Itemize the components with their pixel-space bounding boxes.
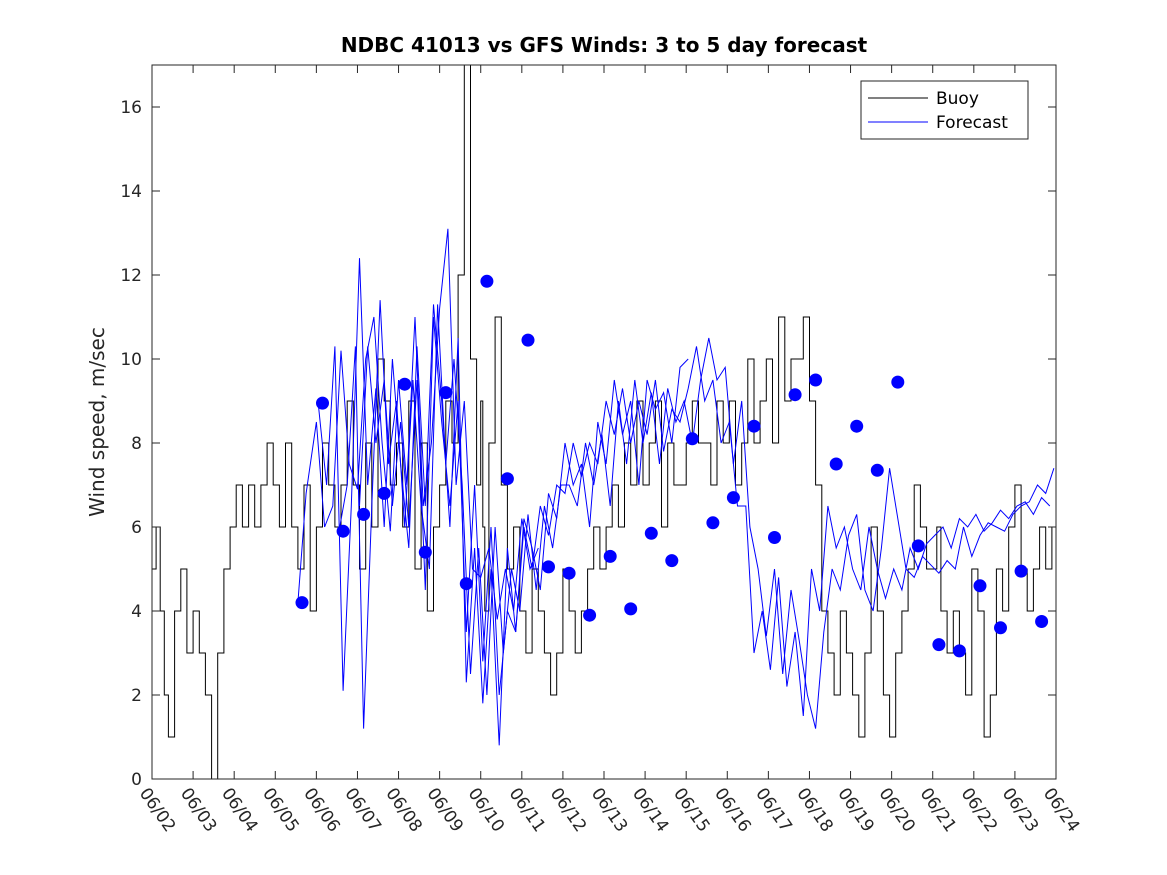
y-tick-label-5: 10 (120, 350, 142, 370)
plot-series (152, 65, 1056, 779)
forecast-marker-20 (685, 432, 699, 446)
chart-title: NDBC 41013 vs GFS Winds: 3 to 5 day fore… (341, 33, 868, 57)
forecast-marker-30 (891, 375, 905, 389)
forecast-marker-37 (1035, 615, 1049, 628)
forecast-marker-14 (562, 566, 576, 580)
forecast-marker-2 (316, 396, 329, 410)
forecast-marker-13 (542, 560, 555, 574)
forecast-marker-4 (357, 507, 371, 521)
forecast-marker-36 (1014, 564, 1028, 578)
y-tick-label-2: 4 (131, 602, 142, 622)
forecast-marker-35 (994, 621, 1007, 635)
forecast-marker-23 (747, 419, 761, 433)
y-tick-label-3: 6 (131, 518, 142, 538)
y-tick-label-4: 8 (131, 434, 142, 454)
legend: Buoy Forecast (860, 80, 1029, 140)
forecast-marker-10 (480, 274, 494, 288)
y-tick-label-0: 0 (131, 770, 142, 790)
forecast-marker-24 (768, 531, 781, 544)
forecast-marker-15 (583, 608, 597, 622)
forecast-marker-11 (500, 472, 514, 486)
forecast-marker-32 (932, 638, 946, 652)
forecast-marker-26 (809, 373, 823, 387)
y-tick-label-1: 2 (131, 686, 142, 706)
forecast-marker-27 (829, 457, 843, 471)
forecast-marker-7 (418, 545, 432, 559)
y-tick-label-8: 16 (120, 98, 142, 118)
y-axis-label: Wind speed, m/sec (85, 327, 109, 517)
forecast-marker-9 (459, 577, 473, 591)
legend-label-buoy: Buoy (936, 89, 979, 109)
forecast-marker-25 (788, 388, 802, 402)
y-tick-label-6: 12 (120, 266, 142, 286)
forecast-marker-33 (952, 644, 966, 658)
buoy-series-line (152, 65, 1056, 779)
legend-label-forecast: Forecast (936, 113, 1008, 133)
forecast-marker-29 (870, 463, 884, 477)
forecast-marker-34 (973, 579, 987, 593)
forecast-marker-19 (665, 554, 679, 568)
y-tick-label-7: 14 (120, 182, 142, 202)
forecast-series-line-3 (338, 300, 1055, 729)
plot-area (152, 65, 1056, 779)
forecast-marker-1 (295, 596, 309, 610)
forecast-marker-31 (911, 539, 925, 553)
forecast-marker-22 (726, 491, 740, 505)
forecast-marker-6 (398, 377, 412, 391)
forecast-marker-5 (377, 486, 391, 500)
forecast-marker-16 (603, 549, 617, 563)
forecast-marker-12 (521, 333, 535, 347)
forecast-marker-3 (336, 524, 350, 538)
forecast-marker-17 (624, 602, 638, 616)
forecast-series-line-1 (297, 228, 539, 620)
forecast-marker-8 (439, 386, 453, 400)
legend-box (860, 80, 1029, 140)
forecast-marker-28 (850, 419, 864, 433)
forecast-marker-18 (644, 526, 658, 540)
forecast-marker-21 (706, 516, 720, 530)
forecast-series-line-4 (359, 316, 1051, 717)
